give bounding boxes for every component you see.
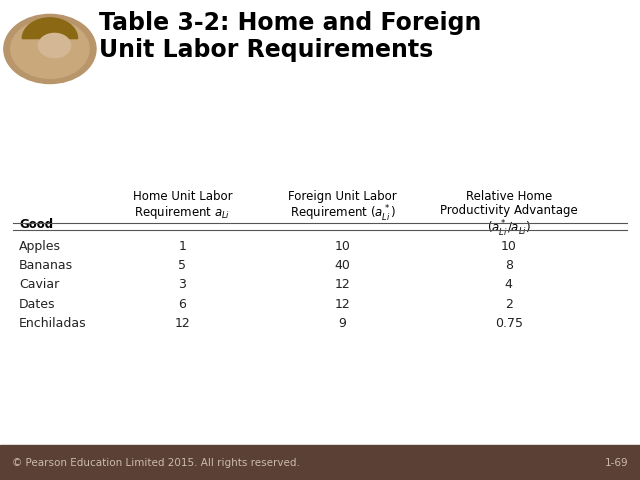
- Text: 3: 3: [179, 278, 186, 291]
- Text: © Pearson Education Limited 2015. All rights reserved.: © Pearson Education Limited 2015. All ri…: [12, 458, 300, 468]
- Text: 12: 12: [335, 298, 350, 311]
- Circle shape: [38, 34, 70, 58]
- Text: Bananas: Bananas: [19, 259, 74, 272]
- Text: Dates: Dates: [19, 298, 56, 311]
- Text: 12: 12: [335, 278, 350, 291]
- Text: 8: 8: [505, 259, 513, 272]
- Text: Unit Labor Requirements: Unit Labor Requirements: [99, 38, 433, 62]
- Text: 9: 9: [339, 317, 346, 330]
- Text: Apples: Apples: [19, 240, 61, 253]
- Wedge shape: [22, 18, 77, 38]
- Text: Enchiladas: Enchiladas: [19, 317, 87, 330]
- Text: Table 3-2: Home and Foreign: Table 3-2: Home and Foreign: [99, 11, 481, 35]
- Text: 1-69: 1-69: [605, 458, 628, 468]
- Text: Requirement $a_{Li}$: Requirement $a_{Li}$: [134, 204, 230, 221]
- Text: 5: 5: [179, 259, 186, 272]
- Text: 6: 6: [179, 298, 186, 311]
- Text: ($a^*_{Li}/a_{Li}$): ($a^*_{Li}/a_{Li}$): [487, 218, 531, 239]
- Text: Good: Good: [19, 218, 53, 231]
- Circle shape: [11, 20, 89, 78]
- Text: 10: 10: [501, 240, 516, 253]
- Text: Home Unit Labor: Home Unit Labor: [132, 190, 232, 203]
- Circle shape: [4, 14, 96, 84]
- Text: 1: 1: [179, 240, 186, 253]
- Text: Caviar: Caviar: [19, 278, 60, 291]
- Text: 12: 12: [175, 317, 190, 330]
- Text: 40: 40: [335, 259, 350, 272]
- Text: Foreign Unit Labor: Foreign Unit Labor: [288, 190, 397, 203]
- Text: 4: 4: [505, 278, 513, 291]
- Text: Requirement ($a^*_{Li}$): Requirement ($a^*_{Li}$): [289, 204, 396, 224]
- Bar: [0, 445, 640, 480]
- Text: 10: 10: [335, 240, 350, 253]
- Text: Productivity Advantage: Productivity Advantage: [440, 204, 578, 217]
- Text: Relative Home: Relative Home: [466, 190, 552, 203]
- Text: 0.75: 0.75: [495, 317, 523, 330]
- Text: 2: 2: [505, 298, 513, 311]
